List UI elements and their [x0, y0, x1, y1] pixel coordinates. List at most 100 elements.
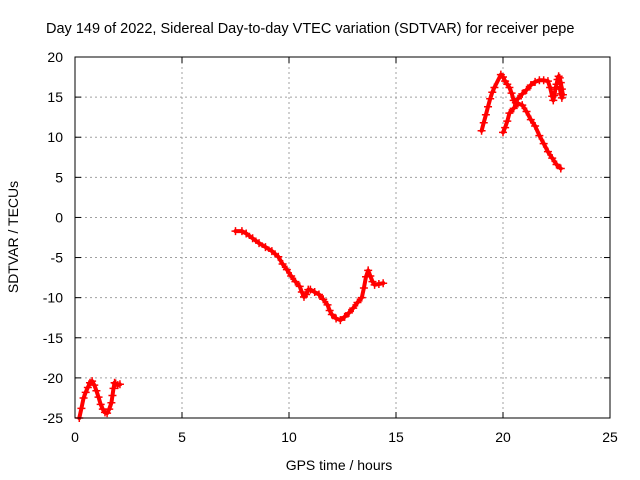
data-point — [366, 272, 375, 281]
x-tick-label: 0 — [71, 429, 79, 445]
data-points — [75, 70, 567, 422]
data-point — [278, 259, 287, 268]
data-point — [488, 88, 497, 97]
y-tick-label: -10 — [43, 290, 63, 306]
data-point — [242, 229, 251, 238]
x-axis-label: GPS time / hours — [286, 457, 393, 473]
data-point — [549, 96, 558, 105]
data-point — [546, 83, 555, 92]
data-point — [522, 107, 531, 116]
data-point — [501, 123, 510, 132]
y-tick-label: 5 — [55, 169, 63, 185]
data-point — [499, 128, 507, 137]
data-point — [88, 377, 97, 386]
data-point — [274, 252, 283, 261]
data-point — [513, 94, 522, 103]
data-point — [310, 288, 319, 297]
data-point — [115, 380, 124, 389]
data-point — [535, 131, 544, 140]
y-tick-label: 15 — [47, 89, 63, 105]
data-point — [556, 164, 565, 173]
data-point — [319, 295, 328, 304]
data-point — [503, 117, 512, 126]
data-point — [353, 298, 362, 307]
data-point — [518, 89, 527, 98]
data-point — [357, 293, 366, 302]
data-point — [261, 243, 270, 252]
data-point — [484, 102, 493, 111]
data-point — [554, 72, 563, 81]
data-point — [555, 73, 564, 82]
series-segment-4 — [499, 99, 565, 173]
data-point — [302, 290, 311, 299]
data-point — [90, 381, 99, 390]
series-trace — [501, 101, 563, 171]
data-point — [552, 160, 561, 169]
y-tick-label: -15 — [43, 330, 63, 346]
x-tick-label: 25 — [602, 429, 618, 445]
x-tick-label: 5 — [178, 429, 186, 445]
data-point — [83, 383, 92, 392]
data-point — [282, 265, 291, 274]
y-tick-label: -5 — [51, 250, 64, 266]
chart-title: Day 149 of 2022, Sidereal Day-to-day VTE… — [46, 21, 574, 37]
data-point — [479, 118, 488, 127]
data-point — [507, 89, 516, 98]
data-point — [539, 139, 548, 148]
data-point — [287, 272, 296, 281]
data-point — [255, 239, 264, 248]
axis-ticks: 0 5 10 15 20 25 -25 -20 -15 -10 -5 0 5 10 15 20 — [43, 49, 618, 445]
data-point — [109, 384, 118, 393]
y-axis-label: SDTVAR / TECUs — [5, 181, 21, 293]
data-point — [237, 227, 246, 236]
data-point — [105, 405, 114, 414]
data-point — [297, 288, 306, 297]
data-point — [526, 115, 535, 124]
data-point — [477, 126, 486, 135]
data-point — [291, 277, 300, 286]
data-point — [362, 272, 371, 281]
x-tick-label: 15 — [388, 429, 404, 445]
data-point — [332, 314, 341, 323]
data-point — [557, 93, 566, 102]
data-point — [556, 89, 565, 98]
data-point — [248, 234, 257, 243]
data-point — [543, 147, 552, 156]
data-point — [499, 73, 507, 82]
data-point — [359, 284, 368, 293]
series-segment-5 — [513, 72, 567, 105]
data-point — [481, 110, 490, 119]
y-tick-label: 20 — [47, 49, 63, 65]
data-point — [336, 316, 345, 325]
data-point — [490, 83, 499, 92]
data-point — [96, 400, 105, 409]
data-point — [94, 393, 103, 402]
plot-frame — [74, 56, 611, 419]
data-point — [509, 104, 518, 113]
y-tick-label: 0 — [55, 209, 63, 225]
data-point — [531, 121, 540, 130]
data-point — [323, 300, 332, 309]
data-point — [92, 386, 101, 395]
data-point — [267, 247, 276, 256]
data-point — [77, 404, 86, 413]
data-point — [79, 393, 88, 402]
series-segment-1 — [75, 377, 124, 422]
data-point — [555, 83, 564, 92]
data-point — [518, 101, 527, 110]
data-point — [344, 308, 353, 317]
data-point — [556, 78, 565, 87]
data-point — [107, 398, 116, 407]
data-point — [314, 290, 323, 299]
data-point — [103, 409, 112, 418]
data-point — [370, 280, 379, 289]
x-tick-label: 20 — [495, 429, 511, 445]
data-point — [325, 306, 334, 315]
y-tick-label: -25 — [43, 410, 63, 426]
data-point — [548, 154, 557, 163]
data-point — [81, 388, 90, 397]
data-point — [379, 279, 388, 288]
data-point — [543, 77, 552, 86]
data-point — [295, 282, 304, 291]
